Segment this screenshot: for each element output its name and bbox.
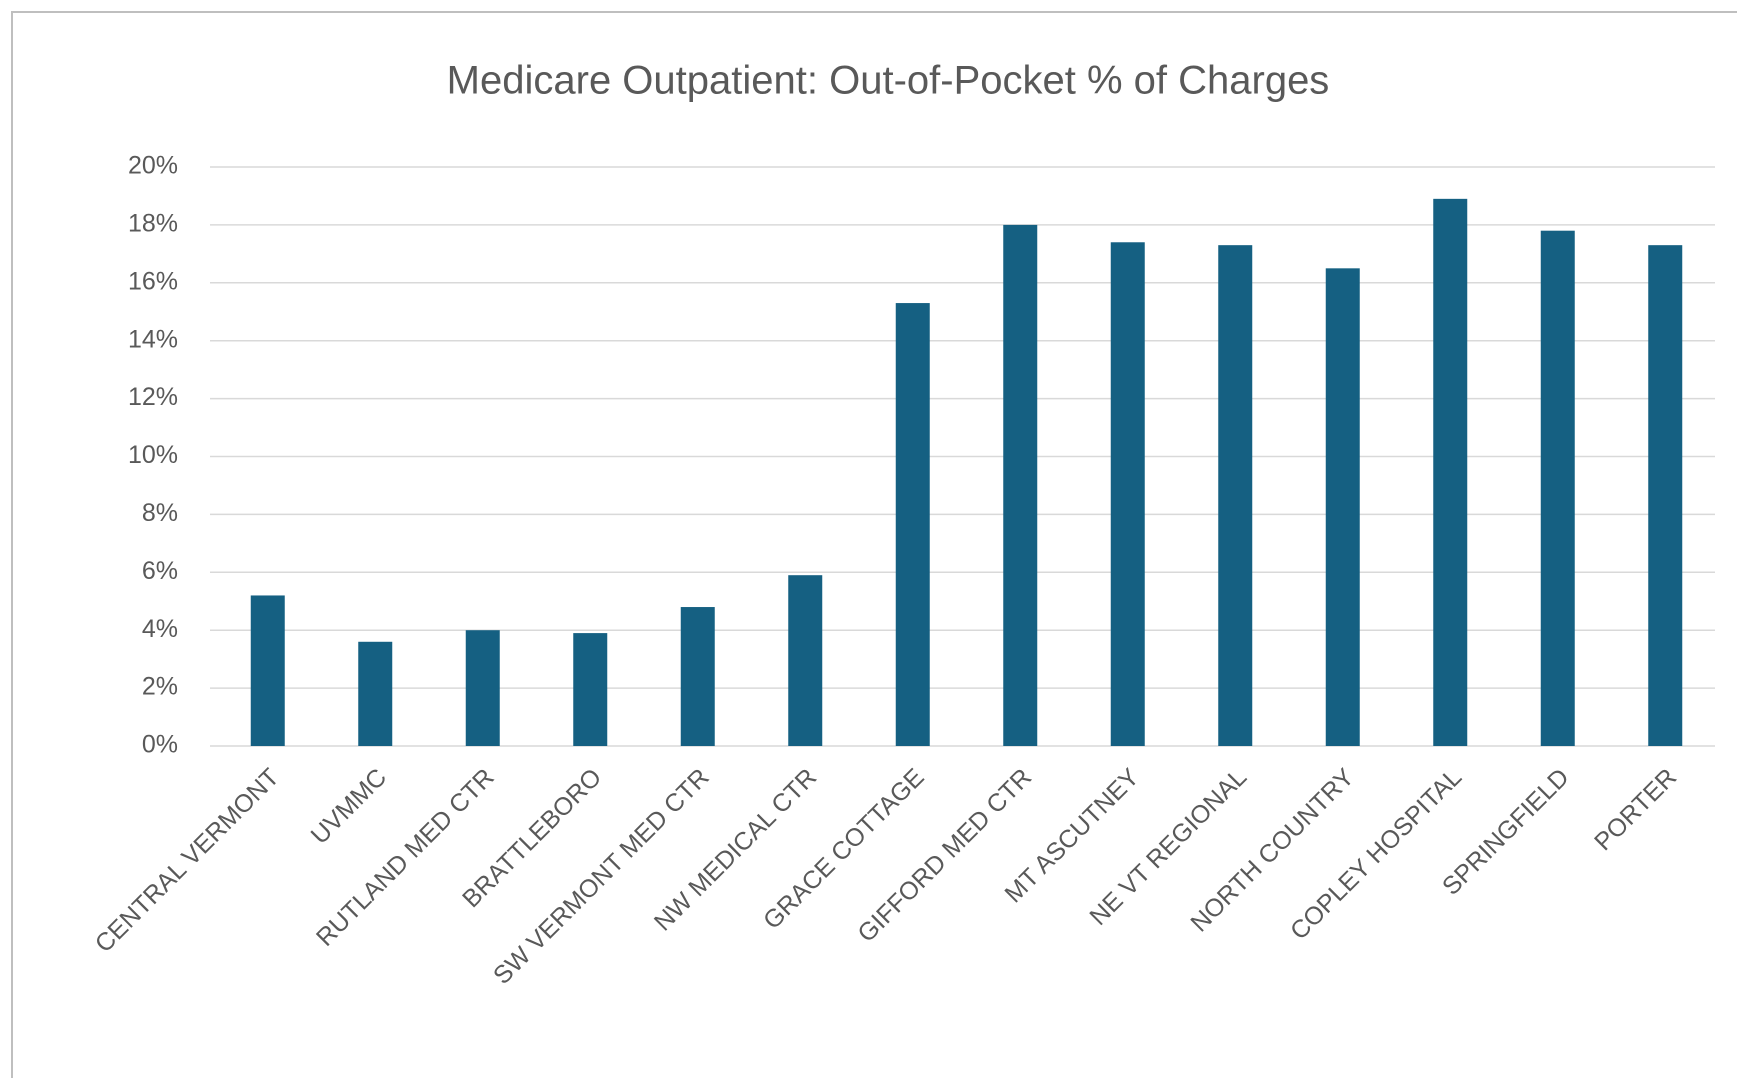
y-tick-label: 16% [128, 267, 178, 295]
y-tick-label: 6% [142, 557, 178, 585]
x-tick-label: CENTRAL VERMONT [90, 763, 285, 958]
y-tick-label: 2% [142, 673, 178, 701]
x-tick-label: UVMMC [306, 763, 393, 850]
x-tick-label: RUTLAND MED CTR [311, 763, 500, 952]
bar [1325, 268, 1360, 746]
bar [573, 633, 608, 746]
bar [1433, 198, 1468, 747]
y-tick-label: 0% [142, 731, 178, 759]
x-tick-label: PORTER [1589, 763, 1682, 856]
bar [358, 641, 393, 746]
bar [895, 303, 930, 746]
bar [250, 595, 285, 746]
bar [465, 630, 500, 746]
bar [1003, 224, 1038, 746]
chart-title: Medicare Outpatient: Out-of-Pocket % of … [447, 59, 1330, 103]
y-tick-label: 4% [142, 615, 178, 643]
y-tick-label: 20% [128, 152, 178, 180]
bar [1648, 245, 1683, 747]
y-tick-label: 12% [128, 383, 178, 411]
x-tick-label: SW VERMONT MED CTR [488, 763, 715, 990]
bar [1540, 230, 1575, 746]
x-tick-label: GIFFORD MED CTR [852, 763, 1037, 948]
y-tick-label: 14% [128, 325, 178, 353]
bar [1218, 245, 1253, 747]
bar [788, 575, 823, 746]
bar [1110, 242, 1145, 746]
y-tick-label: 10% [128, 441, 178, 469]
chart-frame [11, 11, 1737, 1078]
bar [680, 607, 715, 746]
y-tick-label: 8% [142, 499, 178, 527]
y-tick-label: 18% [128, 210, 178, 238]
